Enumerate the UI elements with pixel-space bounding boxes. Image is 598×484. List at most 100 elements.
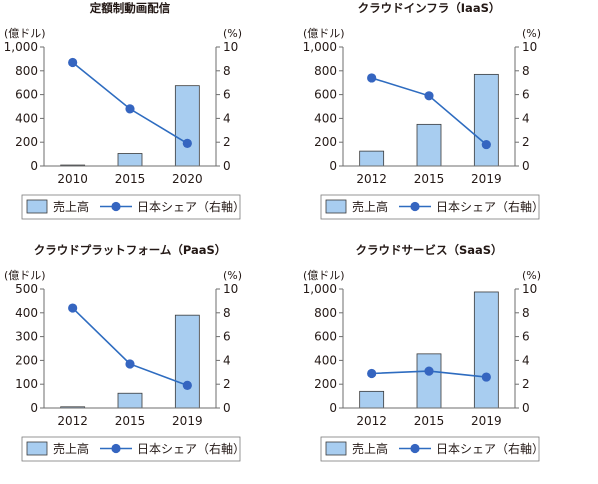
share-point-2020 <box>182 138 192 148</box>
right-tick-label: 10 <box>223 40 238 54</box>
chart-svg: 定額制動画配信 (億ドル) (%) 0 200 400 600 800 1,000 0 2 4 6 8 10… <box>4 1 245 220</box>
chart-panel-video: 定額制動画配信 (億ドル) (%) 0 200 400 600 800 1,000 0 2 4 6 8 10… <box>0 0 299 242</box>
right-tick-label: 10 <box>223 282 238 296</box>
right-axis-unit: (%) <box>223 27 242 40</box>
share-point-2015 <box>125 104 135 114</box>
share-point-2019 <box>481 139 491 150</box>
left-tick-label: 1,000 <box>303 40 337 54</box>
share-point-2015 <box>424 91 434 101</box>
right-tick-label: 0 <box>522 401 530 415</box>
share-point-2015 <box>125 359 135 369</box>
legend-bar-swatch <box>26 199 48 214</box>
legend-bar-swatch <box>325 441 347 456</box>
right-axis-unit: (%) <box>522 269 541 282</box>
left-tick-label: 400 <box>15 111 38 125</box>
x-tick-label: 2015 <box>414 414 445 428</box>
legend-line-marker <box>410 443 420 454</box>
x-tick-label: 2015 <box>115 172 146 186</box>
right-tick-label: 0 <box>223 401 231 415</box>
x-tick-label: 2020 <box>172 172 203 186</box>
left-axis-unit: (億ドル) <box>4 269 46 282</box>
right-tick-label: 10 <box>522 282 537 296</box>
chart-title: クラウドサービス（SaaS） <box>355 243 502 257</box>
right-tick-label: 0 <box>223 159 231 173</box>
left-tick-label: 400 <box>15 306 38 320</box>
share-point-2010 <box>68 57 78 68</box>
left-axis-unit: (億ドル) <box>4 27 46 40</box>
bar-2019 <box>473 73 499 167</box>
left-tick-label: 200 <box>314 377 337 391</box>
right-tick-label: 2 <box>223 135 231 149</box>
legend-bar-label: 売上高 <box>53 199 89 214</box>
right-tick-label: 4 <box>223 353 231 367</box>
legend-line-marker <box>111 443 121 454</box>
bar-2015 <box>416 353 442 409</box>
right-tick-label: 6 <box>522 88 530 102</box>
bar-2019 <box>174 314 200 409</box>
bar-2015 <box>416 123 442 167</box>
right-tick-label: 2 <box>522 377 530 391</box>
legend-bar-swatch <box>26 441 48 456</box>
legend-bar-swatch <box>325 199 347 214</box>
left-tick-label: 200 <box>15 353 38 367</box>
chart-svg: クラウドインフラ（IaaS） (億ドル) (%) 0 200 400 600 800 1,000… <box>303 1 544 220</box>
x-tick-label: 2019 <box>471 414 502 428</box>
bar-2012 <box>359 150 385 167</box>
right-tick-label: 4 <box>522 111 530 125</box>
left-tick-label: 800 <box>314 64 337 78</box>
left-tick-label: 0 <box>30 401 38 415</box>
legend-line-label: 日本シェア（右軸） <box>436 199 544 214</box>
x-tick-label: 2012 <box>356 172 387 186</box>
chart-panel-paas: クラウドプラットフォーム（PaaS） (億ドル) (%) 0 100 200 300 400 5… <box>0 242 299 484</box>
left-tick-label: 100 <box>15 377 38 391</box>
right-tick-label: 2 <box>223 377 231 391</box>
bar-2015 <box>117 153 143 167</box>
chart-title: クラウドインフラ（IaaS） <box>358 1 501 15</box>
right-tick-label: 8 <box>522 64 530 78</box>
left-tick-label: 0 <box>329 401 337 415</box>
share-point-2015 <box>424 366 434 376</box>
chart-title: 定額制動画配信 <box>90 1 171 15</box>
left-tick-label: 400 <box>314 111 337 125</box>
x-tick-label: 2012 <box>356 414 387 428</box>
chart-panel-saas: クラウドサービス（SaaS） (億ドル) (%) 0 200 400 600 800 1,000… <box>299 242 598 484</box>
x-tick-label: 2019 <box>471 172 502 186</box>
legend-line-marker <box>111 201 121 212</box>
chart-title: クラウドプラットフォーム（PaaS） <box>34 243 227 257</box>
right-axis-unit: (%) <box>522 27 541 40</box>
share-point-2012 <box>367 368 377 379</box>
left-tick-label: 600 <box>314 88 337 102</box>
left-tick-label: 0 <box>30 159 38 173</box>
right-tick-label: 0 <box>522 159 530 173</box>
right-tick-label: 6 <box>522 330 530 344</box>
legend-line-label: 日本シェア（右軸） <box>137 199 245 214</box>
x-tick-label: 2015 <box>414 172 445 186</box>
chart-svg: クラウドプラットフォーム（PaaS）(億ドル) (%)01002003004005… <box>4 243 245 462</box>
right-tick-label: 4 <box>522 353 530 367</box>
left-tick-label: 500 <box>15 282 38 296</box>
bar-2020 <box>174 85 200 167</box>
left-tick-label: 0 <box>329 159 337 173</box>
x-tick-label: 2019 <box>172 414 203 428</box>
right-tick-label: 10 <box>522 40 537 54</box>
right-tick-label: 8 <box>522 306 530 320</box>
chart-svg: クラウドサービス（SaaS） (億ドル) (%) 0 200 400 600 800 1,000… <box>303 243 544 462</box>
share-point-2012 <box>367 73 377 83</box>
left-tick-label: 200 <box>314 135 337 149</box>
left-tick-label: 800 <box>314 306 337 320</box>
legend-line-marker <box>410 201 420 212</box>
bar-2015 <box>117 392 143 409</box>
x-tick-label: 2015 <box>115 414 146 428</box>
right-tick-label: 2 <box>522 135 530 149</box>
left-tick-label: 200 <box>15 135 38 149</box>
left-tick-label: 800 <box>15 64 38 78</box>
legend-bar-label: 売上高 <box>352 441 388 456</box>
x-tick-label: 2010 <box>57 172 88 186</box>
right-axis-unit: (%) <box>223 269 242 282</box>
chart-panel-iaas: クラウドインフラ（IaaS） (億ドル) (%) 0 200 400 600 800 1,000… <box>299 0 598 242</box>
left-tick-label: 300 <box>15 330 38 344</box>
left-tick-label: 600 <box>15 88 38 102</box>
right-tick-label: 6 <box>223 330 231 344</box>
share-line <box>72 307 188 387</box>
x-tick-label: 2012 <box>57 414 88 428</box>
